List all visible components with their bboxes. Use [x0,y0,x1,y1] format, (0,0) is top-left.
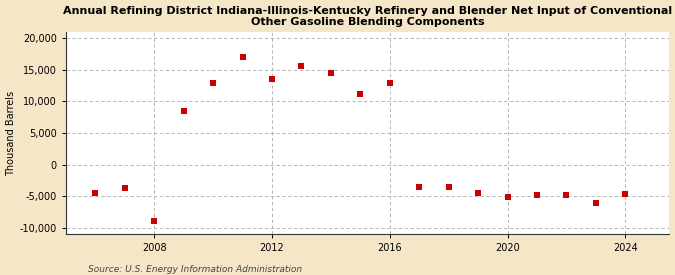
Point [119,186,130,190]
Point [149,219,160,224]
Point [591,201,601,205]
Title: Annual Refining District Indiana-Illinois-Kentucky Refinery and Blender Net Inpu: Annual Refining District Indiana-Illinoi… [63,6,672,27]
Point [355,92,366,96]
Point [178,109,189,113]
Point [384,80,395,85]
Point [90,191,101,195]
Point [502,194,513,199]
Point [620,192,630,196]
Point [208,80,219,85]
Point [414,185,425,189]
Y-axis label: Thousand Barrels: Thousand Barrels [5,90,16,175]
Text: Source: U.S. Energy Information Administration: Source: U.S. Energy Information Administ… [88,265,302,274]
Point [532,193,543,198]
Point [472,191,483,195]
Point [561,193,572,198]
Point [296,63,307,68]
Point [443,185,454,189]
Point [267,77,277,82]
Point [237,55,248,59]
Point [325,71,336,75]
